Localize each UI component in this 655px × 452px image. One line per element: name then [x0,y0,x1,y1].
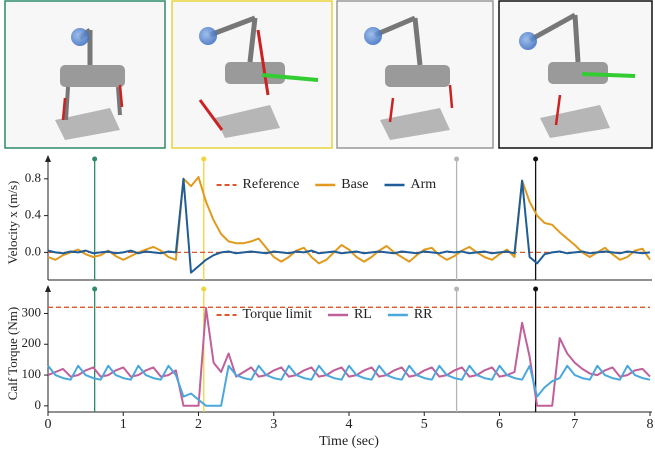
snapshot [337,1,493,148]
y-tick-label: 100 [22,366,42,381]
y-tick-label: 0.8 [25,170,41,185]
x-axis-label: Time (sec) [319,434,379,449]
x-tick-label: 2 [195,417,202,432]
snapshot-frames [5,1,652,148]
series-line [48,179,650,273]
snapshot [172,1,332,148]
x-tick-label: 5 [421,417,428,432]
event-dot [454,287,459,292]
figure: Velocity x (m/s) 0.0 0.4 0.8 Reference Base Ar… [0,0,655,452]
x-tick-label: 6 [496,417,503,432]
y-axis-label: Calf Torque (Nm) [5,307,20,400]
event-dot [201,157,206,162]
axis-arrow [45,285,51,292]
event-dot [201,287,206,292]
y-tick-label: 200 [22,335,42,350]
y-tick-label: 0 [35,397,42,412]
y-tick-label: 300 [22,304,42,319]
event-dot [92,157,97,162]
legend-label: RL [354,307,372,322]
y-tick-label: 0.4 [25,207,42,222]
legend-label: Reference [243,177,300,192]
event-dot [454,157,459,162]
event-dot [533,287,538,292]
x-tick-label: 3 [270,417,277,432]
event-dot [92,287,97,292]
snapshot [499,1,652,148]
legend-label: Arm [411,177,437,192]
x-tick-label: 8 [647,417,654,432]
axis-arrow [45,155,51,162]
event-dot [533,157,538,162]
y-tick-label: 0.0 [25,243,41,258]
x-tick-label: 4 [346,417,353,432]
legend-label: Base [341,177,368,192]
snapshot [5,1,165,148]
legend-label: RR [414,307,433,322]
series-line [48,308,650,406]
x-tick-label: 1 [120,417,127,432]
y-axis-label: Velocity x (m/s) [5,181,20,265]
x-tick-label: 0 [45,417,52,432]
legend-label: Torque limit [243,307,313,322]
series-line [48,366,650,406]
x-tick-label: 7 [571,417,578,432]
